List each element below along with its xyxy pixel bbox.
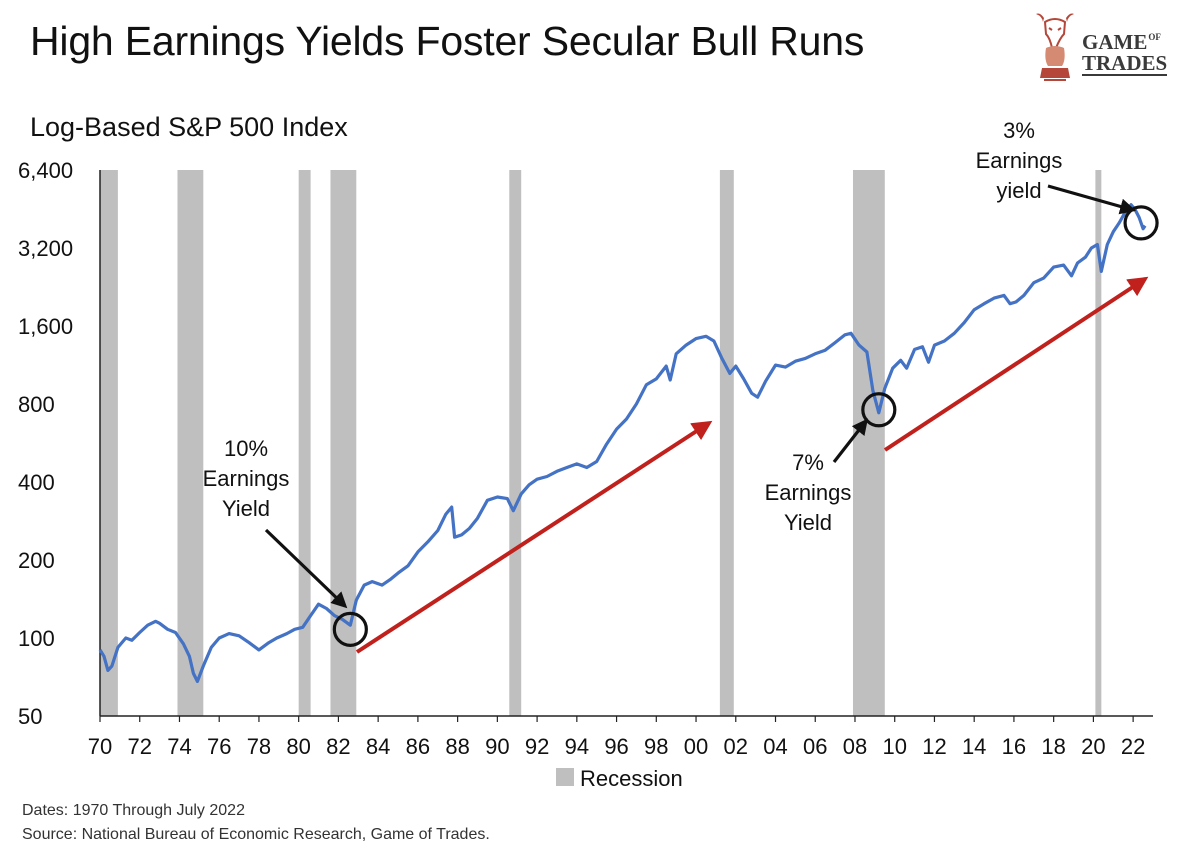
- x-tick-label: 86: [406, 734, 430, 759]
- annotation-text: 7%: [792, 450, 824, 475]
- chart-title: High Earnings Yields Foster Secular Bull…: [30, 18, 865, 64]
- footnote-source: Source: National Bureau of Economic Rese…: [22, 826, 490, 843]
- x-tick-label: 80: [286, 734, 310, 759]
- x-tick-label: 98: [644, 734, 668, 759]
- x-tick-label: 76: [207, 734, 231, 759]
- annotation-text: Yield: [222, 496, 270, 521]
- recession-band: [852, 170, 885, 716]
- x-tick-label: 82: [326, 734, 350, 759]
- y-tick-label: 400: [18, 470, 55, 495]
- x-tick-label: 10: [882, 734, 906, 759]
- bull-knight-icon: [1036, 13, 1074, 81]
- y-axis-label: Log-Based S&P 500 Index: [30, 112, 348, 142]
- logo-text-top: GAMEOF: [1082, 30, 1161, 54]
- x-tick-label: 90: [485, 734, 509, 759]
- annotations: 10% Earnings Yield 7% Earnings Yield 3% Earning…: [203, 118, 1159, 647]
- logo-text-bottom: TRADES: [1082, 51, 1168, 76]
- recession-band: [509, 170, 522, 716]
- x-tick-label: 08: [843, 734, 867, 759]
- legend-label: Recession: [580, 766, 683, 791]
- annotation-text: 10%: [224, 436, 268, 461]
- x-tick-label: 78: [247, 734, 271, 759]
- annotation-circle: [1123, 205, 1159, 241]
- annotation-circle: [332, 611, 368, 647]
- y-tick-label: 3,200: [18, 236, 73, 261]
- annotation-text: Earnings: [203, 466, 290, 491]
- x-tick-label: 18: [1041, 734, 1065, 759]
- x-tick-label: 22: [1121, 734, 1145, 759]
- annotation-text: Earnings: [976, 148, 1063, 173]
- annotation-arrow: [1047, 184, 1137, 215]
- annotation-arrow: [264, 528, 348, 609]
- x-tick-label: 06: [803, 734, 827, 759]
- x-tick-label: 74: [167, 734, 191, 759]
- x-tick-label: 88: [445, 734, 469, 759]
- recession-band: [719, 170, 734, 716]
- recession-band: [298, 170, 311, 716]
- recession-bands: [100, 170, 1102, 716]
- legend-swatch: [556, 768, 574, 786]
- x-tick-label: 72: [127, 734, 151, 759]
- y-tick-label: 200: [18, 548, 55, 573]
- annotation-text: 3%: [1003, 118, 1035, 143]
- annotation-arrow: [832, 418, 868, 463]
- series-line: [98, 203, 1147, 683]
- x-tick-label: 02: [724, 734, 748, 759]
- y-tick-label: 6,400: [18, 158, 73, 183]
- x-tick-label: 96: [604, 734, 628, 759]
- trend-arrows: [355, 276, 1149, 654]
- logo-text-of: OF: [1148, 32, 1161, 42]
- x-tick-label: 94: [565, 734, 589, 759]
- annotation-text: Earnings: [765, 480, 852, 505]
- x-tick-label: 92: [525, 734, 549, 759]
- series-layer: [98, 203, 1147, 683]
- trend-arrow: [355, 420, 713, 654]
- y-tick-label: 50: [18, 704, 42, 729]
- y-tick-label: 800: [18, 392, 55, 417]
- legend: Recession: [556, 766, 683, 791]
- recession-band: [1095, 170, 1102, 716]
- x-tick-label: 14: [962, 734, 986, 759]
- x-tick-label: 70: [88, 734, 112, 759]
- x-tick-label: 04: [763, 734, 787, 759]
- x-tick-label: 12: [922, 734, 946, 759]
- brand-logo: GAMEOF TRADES: [1030, 8, 1180, 100]
- x-tick-label: 20: [1081, 734, 1105, 759]
- x-tick-label: 84: [366, 734, 390, 759]
- annotation-text: yield: [996, 178, 1041, 203]
- y-tick-label: 1,600: [18, 314, 73, 339]
- footnote-dates: Dates: 1970 Through July 2022: [22, 802, 245, 819]
- x-tick-label: 00: [684, 734, 708, 759]
- x-tick-label: 16: [1002, 734, 1026, 759]
- annotation-circle: [861, 392, 897, 428]
- trend-arrow: [883, 276, 1149, 452]
- y-tick-label: 100: [18, 626, 55, 651]
- recession-band: [100, 170, 118, 716]
- annotation-text: Yield: [784, 510, 832, 535]
- recession-band: [177, 170, 204, 716]
